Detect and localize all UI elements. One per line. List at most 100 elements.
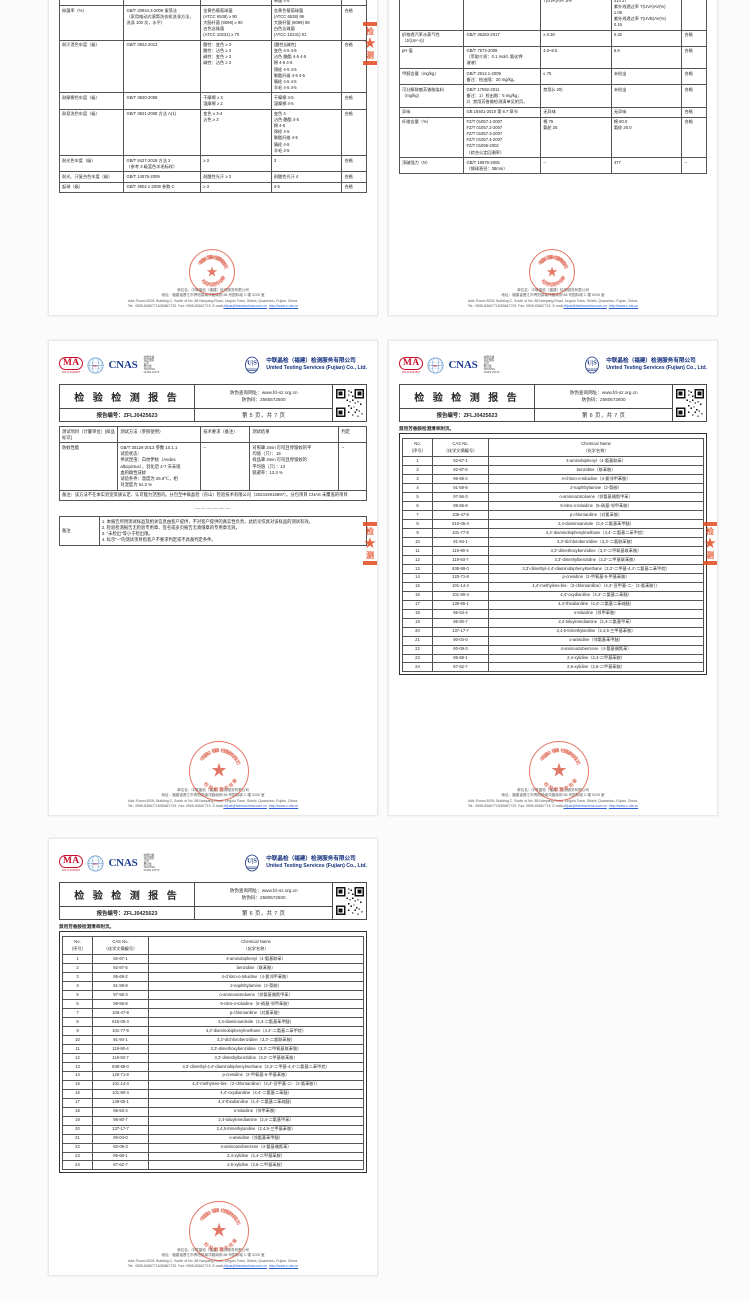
table-cell: ≥ 3 — [200, 181, 272, 193]
chem-cas: 137-17-7 — [432, 626, 489, 637]
chem-cas: 139-65-1 — [92, 1097, 149, 1108]
footer-email[interactable]: zfljust@fabricschina.com.cn — [563, 303, 607, 308]
seal-char: 章 — [571, 777, 579, 785]
chem-name: 4,4'-thiodianiline（4,4'-二氨基二苯硫醚） — [488, 599, 704, 610]
chem-no: 21 — [402, 635, 433, 646]
footer-website[interactable]: http://www.c-uts.cn — [608, 303, 639, 308]
chem-no: 17 — [402, 599, 433, 610]
chem-name: 2,4,5-trimethylaniline（2,4,5-三甲基苯胺） — [488, 626, 704, 637]
remarks-body: 备注 1. 本报告所用测试样品及相关信息由客户提供，不对客户提供的真实性负责，此结… — [59, 516, 368, 546]
uts-name-cn: 中联晶检（福建）检测服务有限公司 — [606, 358, 696, 365]
footer-email[interactable]: zfljust@fabricschina.com.cn — [223, 1263, 267, 1268]
chem-no: 2 — [402, 465, 433, 476]
footer-website[interactable]: http://www.c-uts.cn — [268, 303, 299, 308]
cnas-line-2: 评定国家 — [483, 358, 495, 362]
seal-char: 晶 — [203, 751, 210, 759]
table-cell: 变色 ≥ 3-4 沾色 ≥ 3 — [200, 108, 272, 157]
chem-name: 4-aminobiphenyl（4-氨基联苯） — [488, 456, 704, 467]
chem-no: 9 — [402, 527, 433, 538]
seal-char: 限 — [571, 754, 579, 762]
footer-website[interactable]: http://www.c-uts.cn — [608, 803, 639, 808]
chem-no: 23 — [62, 1151, 93, 1162]
chem-no: 1 — [62, 954, 93, 965]
chem-name: 2,4-xylidine（2,4-二甲基苯胺） — [148, 1151, 364, 1162]
footer-email[interactable]: zfljust@fabricschina.com.cn — [223, 803, 267, 808]
table-cell: 对照罩 2min 叮咬且停留蚊的平 均值（只）：15 样品罩 2min 叮咬且停… — [249, 442, 340, 491]
chem-cas: 95-69-2 — [92, 972, 149, 983]
chem-cas: 60-09-3 — [432, 644, 489, 655]
cnas-line-4: 委员会 — [483, 365, 492, 368]
footer-website[interactable]: http://www.c-uts.cn — [268, 803, 299, 808]
table-cell: -- — [338, 442, 367, 491]
cnas-line-3: 认可 — [143, 859, 149, 863]
seal-char: ） — [217, 1207, 223, 1214]
footer-email-label: E-mail: — [212, 803, 224, 808]
chem-name: 3,3'-dimethoxybenzidine（3,3'-二甲氧基联苯胺） — [488, 545, 704, 556]
column-header: 判定 — [338, 425, 367, 444]
page-footer: 单位名：中联晶检（福建）检测服务有限公司 地址：福建省晋江市青阳镇南洋路南侧 8… — [59, 788, 367, 809]
chem-no: 19 — [402, 617, 433, 628]
chem-name: 4,4'-thiodianiline（4,4'-二氨基二苯硫醚） — [148, 1097, 364, 1108]
chem-no: 20 — [62, 1124, 93, 1135]
stamp-char-1: 检 — [366, 27, 374, 36]
table-cell: 0.32 — [610, 29, 683, 47]
seal-char: 建 — [554, 747, 560, 754]
table-cell: 干摩擦 ≥ 3 湿摩擦 ≥ 2 — [200, 92, 272, 110]
chem-name: benzidine（联苯胺） — [148, 963, 364, 974]
chem-cas: 95-80-7 — [432, 617, 489, 628]
table-cell: 紫外线透过率 T(UVA)AV< 5% — [540, 0, 612, 31]
footer-cn-address: 地址：福建省晋江市青阳镇南洋路南侧 88 号国际城 C 幢 5205 室 — [161, 793, 265, 798]
table-cell: 棉 80.0 氨纶 20.0 — [610, 116, 683, 159]
footer-website[interactable]: http://www.c-uts.cn — [268, 1263, 299, 1268]
chem-no: 10 — [402, 536, 433, 547]
chem-no: 24 — [402, 662, 433, 673]
chem-name: o-aminoazotoluene（邻氨基偶氮甲苯） — [488, 492, 704, 503]
seal-char: （ — [544, 254, 551, 262]
column-header: 技术要求（备注） — [200, 425, 251, 444]
chem-no: 5 — [402, 492, 433, 503]
chem-body: 1 92-67-1 4-aminobiphenyl（4-氨基联苯） 2 92-87-5 b… — [402, 456, 704, 673]
seal-char: 司 — [234, 759, 242, 766]
footer-contact: Tel.: 0595-83667715/83667725 Fax: 0595-8… — [59, 804, 367, 809]
anti-counterfeit-code: 防伪码：2580572600 — [241, 894, 286, 900]
report-header-table: 检 验 检 测 报 告 防伪查询网址：www.fcl-sz.org.cn 防伪码… — [58, 384, 367, 422]
table-cell: 干摩擦 4-5 湿摩擦 4-5 — [270, 92, 343, 110]
stamp-star-icon: ★ — [703, 535, 717, 552]
footer-address: Add.:Room 5205, Building C, South of No.… — [128, 298, 298, 303]
report-number-cell: 报告编号：ZFLJ0425623 — [398, 408, 536, 422]
report-title: 检 验 检 测 报 告 — [58, 384, 196, 409]
footer-contact: Tel.: 0595-83667715/83667725 Fax: 0595-8… — [399, 304, 707, 309]
footer-email[interactable]: zfljust@fabricschina.com.cn — [223, 303, 267, 308]
chem-name: p-chloroaniline（对氯苯胺） — [488, 510, 704, 520]
table-cell: 耐酸性光汗 4 — [270, 171, 343, 183]
table-row: 17 139-65-1 4,4'-thiodianiline（4,4'-二氨基二苯硫… — [62, 1097, 364, 1108]
seal-char: 建 — [214, 747, 220, 754]
chem-cas: 120-71-8 — [92, 1070, 149, 1081]
table-cell: GB/T 20944.3-2008 振荡法 （家用电动式滚筒洗衣机洗涤方法， 洗… — [123, 5, 202, 41]
chem-name: o-anisidine（邻氨基苯甲醚） — [148, 1133, 364, 1144]
report-header-table: 检 验 检 测 报 告 防伪查询网址：www.fcl-sz.org.cn 防伪码… — [58, 882, 367, 920]
seal-char: 晶 — [543, 751, 550, 759]
chem-cas: 60-09-3 — [92, 1142, 149, 1153]
chem-no: 16 — [402, 590, 433, 601]
seal-char: 福 — [211, 747, 218, 755]
footer-cn-name: 单位名：中联晶检（福建）检测服务有限公司 — [517, 788, 589, 793]
cnas-line-1: 中国合格 — [143, 355, 155, 359]
table-row: 13 838-88-0 3,3'-dimethyl-4,4'-diaminobiph… — [402, 563, 704, 574]
seal-char: 务 — [227, 1210, 234, 1218]
table-row: 18 95-53-4 o-toluidine（邻甲苯胺） — [402, 608, 704, 619]
stamp-char-2: 测 — [706, 551, 714, 560]
report-page-2: 紫外线透过率 T(UVA)AV< 5%紫外线防护系数 UPF 414.37 紫外… — [388, 0, 718, 316]
table-row: 23 95-68-1 2,4-xylidine（2,4-二甲基苯胺） — [402, 653, 704, 664]
table-cell: 甲醛含量（mg/kg） — [398, 68, 465, 86]
table-row: 5 97-56-3 o-aminoazotoluene（邻氨基偶氮甲苯） — [402, 492, 704, 503]
footer-email[interactable]: zfljust@fabricschina.com.cn — [563, 803, 607, 808]
cnas-line-6: CNAS L5773 — [143, 371, 160, 375]
report-number-value: ZFLJ0425623 — [123, 911, 158, 917]
table-row: 17 139-65-1 4,4'-thiodianiline（4,4'-二氨基二苯硫… — [402, 599, 704, 610]
table-cell: GB/T 30126-2013 参数 10.1.1 试验状态： 供试昆虫：白纹伊… — [117, 442, 202, 491]
seal-star-icon: ★ — [205, 263, 219, 280]
table-row: 24 87-62-7 2,6-xylidine（2,6-二甲基苯胺） — [62, 1160, 364, 1171]
table-cell: 金黄色葡萄球菌 (ATCC 6538) 99 大肠杆菌 (8099) 98 白色… — [270, 5, 343, 41]
chem-cas: 101-14-4 — [432, 581, 489, 592]
